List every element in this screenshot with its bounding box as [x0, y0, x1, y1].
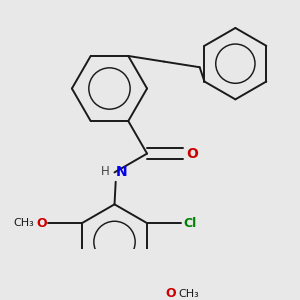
Text: H: H — [101, 165, 110, 178]
Text: Cl: Cl — [183, 217, 196, 230]
Text: O: O — [36, 217, 47, 230]
Text: CH₃: CH₃ — [178, 289, 199, 298]
Text: O: O — [186, 147, 198, 160]
Text: CH₃: CH₃ — [13, 218, 34, 228]
Text: N: N — [116, 165, 127, 179]
Text: O: O — [165, 287, 176, 300]
